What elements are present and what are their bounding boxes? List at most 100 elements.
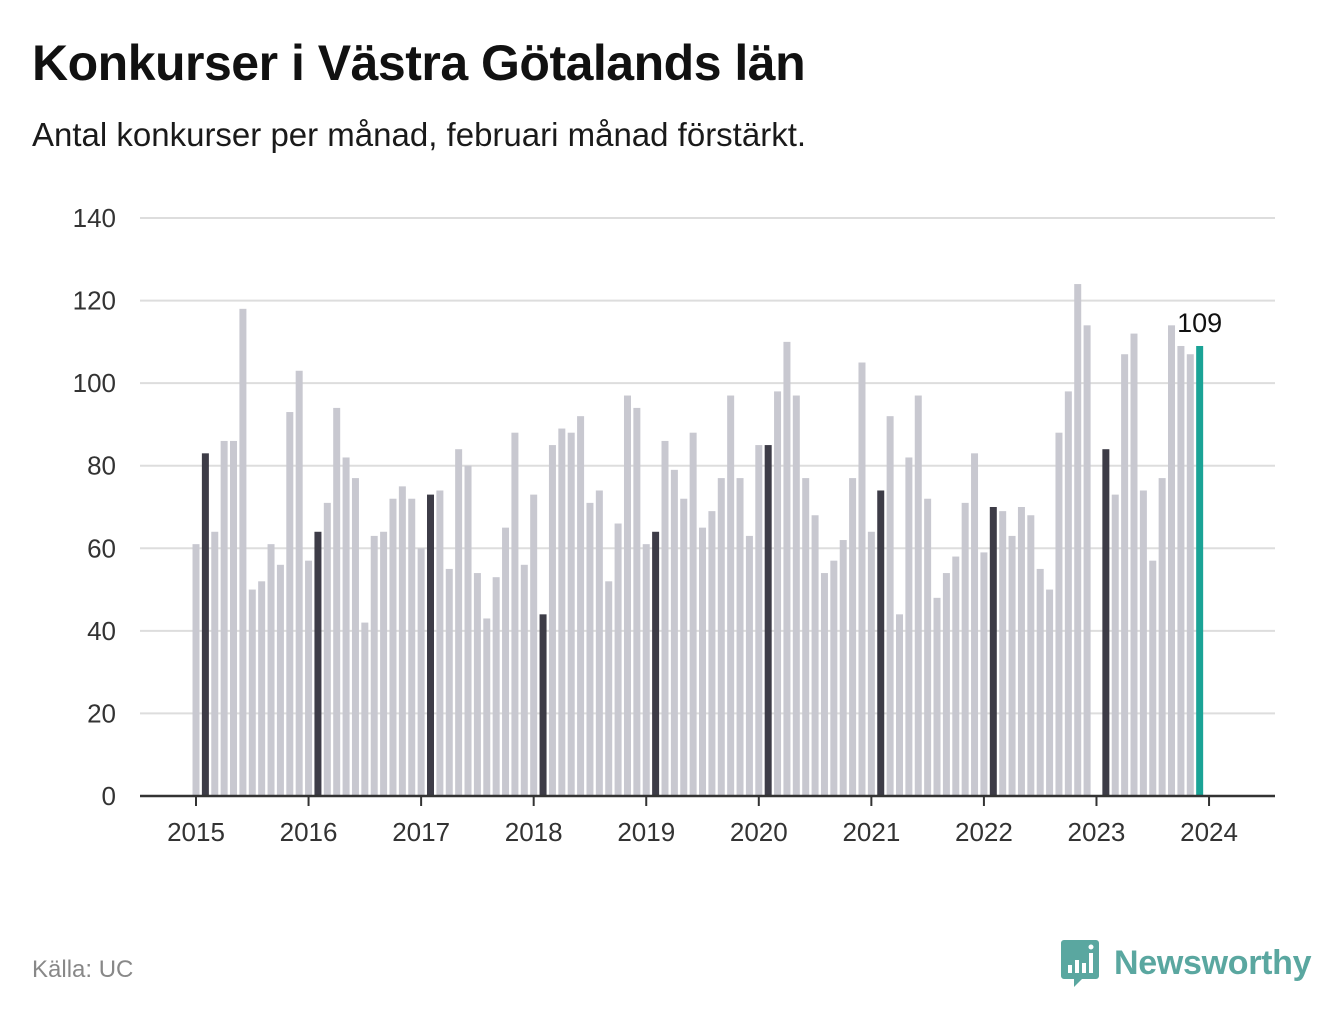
bar: [1055, 432, 1063, 796]
bar: [942, 573, 950, 796]
bar: [333, 407, 341, 796]
y-tick-label: 60: [87, 533, 116, 563]
bar: [980, 552, 988, 796]
x-tick-label: 2024: [1180, 817, 1238, 847]
bar: [417, 548, 425, 796]
bar: [1008, 535, 1016, 796]
bar: [858, 362, 866, 796]
y-tick-label: 40: [87, 616, 116, 646]
bar: [792, 395, 800, 796]
bar: [764, 445, 772, 796]
x-tick-label: 2015: [167, 817, 225, 847]
bar: [605, 581, 613, 796]
bar: [342, 457, 350, 796]
x-tick-label: 2018: [505, 817, 563, 847]
y-tick-label: 100: [73, 368, 116, 398]
bar: [370, 535, 378, 796]
bar-latest: [1196, 345, 1204, 796]
bar: [614, 523, 622, 796]
bar: [1083, 325, 1091, 796]
bar: [258, 581, 266, 796]
bar: [699, 527, 707, 796]
x-tick-label: 2022: [955, 817, 1013, 847]
bar: [286, 412, 294, 796]
bar: [633, 407, 641, 796]
bar: [548, 445, 556, 796]
bar: [1074, 284, 1082, 796]
bar: [933, 597, 941, 796]
bar: [361, 622, 369, 796]
bar: [502, 527, 510, 796]
bar: [445, 568, 453, 796]
bar: [1036, 568, 1044, 796]
newsworthy-chart-icon: [1061, 940, 1099, 987]
bar: [952, 556, 960, 796]
bar: [755, 445, 763, 796]
bar: [558, 428, 566, 796]
y-tick-label: 140: [73, 203, 116, 233]
bar: [1149, 560, 1157, 796]
bar: [577, 416, 585, 796]
chart-subtitle: Antal konkurser per månad, februari måna…: [32, 116, 807, 153]
bar: [380, 531, 388, 796]
x-tick-label: 2020: [730, 817, 788, 847]
bar: [961, 502, 969, 796]
bar: [530, 494, 538, 796]
bar: [1017, 507, 1025, 796]
bar: [745, 535, 753, 796]
bar: [492, 577, 500, 796]
bar: [1102, 449, 1110, 796]
bar: [276, 564, 284, 796]
bar: [708, 511, 716, 796]
y-tick-label: 0: [102, 781, 116, 811]
x-tick-label: 2016: [280, 817, 338, 847]
bar: [520, 564, 528, 796]
bar: [1177, 345, 1185, 796]
bar: [1121, 354, 1129, 796]
bar: [511, 432, 519, 796]
bar: [820, 573, 828, 796]
bar: [398, 486, 406, 796]
bar: [811, 515, 819, 796]
bar: [914, 395, 922, 796]
bar: [971, 453, 979, 796]
bar: [642, 544, 650, 796]
bar: [455, 449, 463, 796]
bar: [1186, 354, 1194, 796]
x-tick-label: 2021: [842, 817, 900, 847]
bar: [192, 544, 200, 796]
bar: [1064, 391, 1072, 796]
bar: [230, 440, 238, 796]
bar: [211, 531, 219, 796]
y-tick-label: 20: [87, 698, 116, 728]
y-axis-ticks: 0 20 40 60 80 100 120 140: [73, 203, 116, 811]
bar: [1168, 325, 1176, 796]
bar: [802, 478, 810, 796]
x-tick-label: 2023: [1068, 817, 1126, 847]
bar: [586, 502, 594, 796]
bar: [661, 440, 669, 796]
bar: [220, 440, 228, 796]
bar: [1158, 478, 1166, 796]
source-note: Källa: UC: [32, 956, 134, 983]
bar: [689, 432, 697, 796]
brand-name: Newsworthy: [1114, 943, 1312, 982]
bars: [192, 284, 1204, 796]
bar: [351, 478, 359, 796]
bar: [680, 498, 688, 796]
bar: [464, 465, 472, 796]
bar: [989, 507, 997, 796]
bar: [736, 478, 744, 796]
bar: [567, 432, 575, 796]
y-tick-label: 120: [73, 286, 116, 316]
bar: [267, 544, 275, 796]
bar: [670, 469, 678, 796]
bar: [717, 478, 725, 796]
y-tick-label: 80: [87, 451, 116, 481]
x-axis-ticks: 2015 2016 2017 2018 2019 2020 2021 2022 2023 2024: [167, 796, 1238, 847]
bar: [896, 614, 903, 796]
bar: [1046, 589, 1054, 796]
brand-logo: Newsworthy: [1060, 938, 1312, 988]
bar: [1111, 494, 1119, 796]
